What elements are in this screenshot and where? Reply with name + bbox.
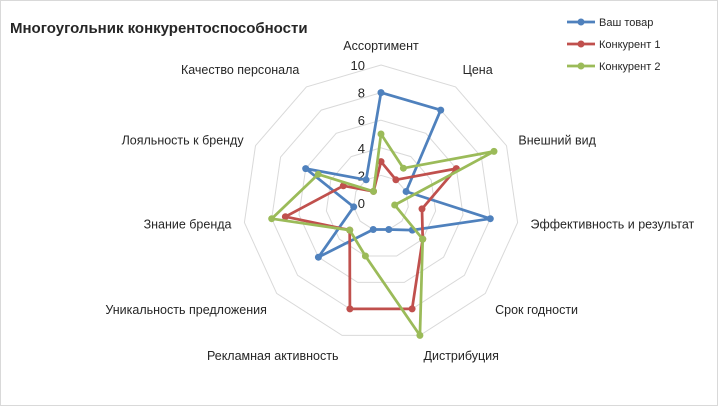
legend-label: Конкурент 1: [599, 39, 660, 51]
data-point: [419, 235, 427, 243]
category-label: Уникальность предложения: [105, 303, 267, 317]
grid-ring-10: [243, 64, 519, 336]
data-point: [402, 188, 410, 195]
category-label: Качество персонала: [181, 63, 299, 77]
data-point: [346, 305, 354, 313]
data-point: [391, 201, 399, 209]
data-point: [490, 147, 498, 155]
category-labels: Ассортимент Цена Внешний вид Эффективность …: [105, 39, 694, 363]
category-label: Эффективность и результат: [531, 218, 695, 232]
radial-tick-label: 2: [358, 168, 365, 183]
data-point: [350, 203, 358, 211]
data-point: [369, 226, 377, 233]
data-point: [362, 176, 370, 184]
legend-item: Ваш товар: [567, 17, 653, 29]
category-label: Рекламная активность: [207, 349, 339, 363]
data-point: [268, 215, 276, 223]
data-point: [370, 187, 377, 195]
data-point: [377, 130, 385, 138]
radial-tick-label: 10: [351, 58, 365, 73]
category-label: Цена: [463, 63, 493, 77]
category-label: Знание бренда: [144, 218, 232, 232]
legend-item: Конкурент 2: [567, 61, 660, 73]
data-point: [399, 164, 407, 172]
grid-ring-4: [325, 147, 437, 257]
legend-item: Конкурент 1: [567, 39, 660, 51]
category-label: Ассортимент: [343, 39, 419, 53]
category-label: Лояльность к бренду: [122, 133, 245, 147]
data-point: [437, 106, 445, 114]
data-point: [346, 226, 354, 234]
data-point: [408, 305, 416, 313]
series-layer: [268, 89, 498, 339]
category-label: Внешний вид: [518, 133, 596, 147]
series-line: [284, 160, 458, 311]
legend-marker: [577, 62, 585, 70]
data-point: [416, 331, 424, 339]
data-point: [392, 176, 400, 184]
series-line: [304, 91, 492, 259]
data-point: [314, 170, 322, 178]
radar-grid: [243, 64, 519, 336]
data-point: [302, 165, 310, 173]
series-line: [270, 132, 496, 337]
data-point: [361, 252, 369, 260]
data-point: [377, 89, 385, 97]
chart-title: Многоугольник конкурентоспособности: [10, 20, 308, 37]
series-1: [302, 89, 494, 261]
radial-tick-label: 4: [358, 141, 365, 156]
data-point: [385, 226, 393, 233]
radial-tick-label: 8: [358, 86, 365, 101]
legend-label: Конкурент 2: [599, 61, 660, 73]
legend-marker: [577, 40, 585, 48]
data-point: [418, 205, 426, 213]
legend: Ваш товар Конкурент 1 Конкурент 2: [567, 17, 660, 73]
radial-tick-label: 6: [358, 113, 365, 128]
series-3: [268, 130, 498, 339]
legend-label: Ваш товар: [599, 17, 653, 29]
data-point: [281, 213, 289, 221]
category-label: Срок годности: [495, 303, 578, 317]
radial-tick-label: 0: [358, 196, 365, 211]
data-point: [314, 253, 322, 261]
data-point: [486, 215, 494, 223]
data-point: [377, 158, 385, 166]
legend-marker: [577, 18, 585, 26]
data-point: [339, 182, 347, 190]
grid-ring-6: [298, 119, 464, 283]
radial-axis-ticks: 0 2 4 6 8 10: [351, 58, 365, 211]
category-label: Дистрибуция: [424, 349, 499, 363]
